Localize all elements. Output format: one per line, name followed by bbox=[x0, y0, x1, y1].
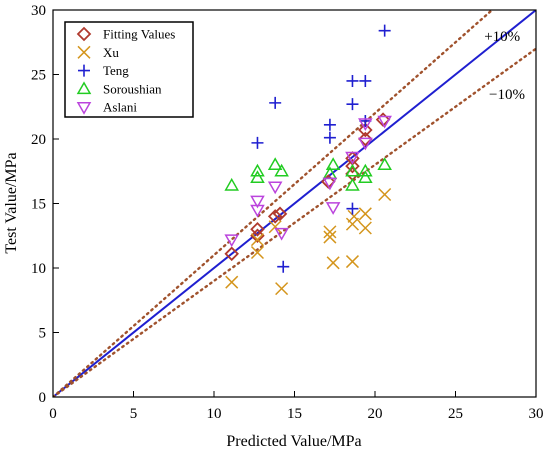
y-tick-label: 15 bbox=[31, 197, 46, 213]
fitting-values-point bbox=[267, 209, 283, 224]
teng-point bbox=[323, 118, 336, 131]
x-tick-label: 0 bbox=[49, 406, 57, 422]
reference-lines bbox=[53, 10, 536, 397]
legend-label-aslani: Aslani bbox=[103, 100, 137, 115]
x-axis-ticks: 0 5 10 15 20 25 30 bbox=[49, 391, 544, 422]
y-tick-label: 25 bbox=[31, 68, 46, 84]
legend-marker-fitting-values bbox=[76, 26, 92, 42]
soroushian-point bbox=[274, 163, 289, 177]
soroushian-point bbox=[345, 177, 360, 191]
aslani-point bbox=[250, 204, 265, 218]
legend-label-fitting-values: Fitting Values bbox=[103, 27, 175, 42]
aslani-point bbox=[345, 151, 360, 165]
y-axis-ticks: 0 5 10 15 20 25 30 bbox=[31, 3, 59, 406]
teng-point bbox=[269, 96, 282, 109]
fitting-values-point bbox=[250, 228, 265, 244]
teng-point bbox=[346, 98, 359, 111]
aslani-point bbox=[322, 177, 338, 191]
soroushian-point bbox=[224, 177, 240, 191]
teng-point bbox=[359, 114, 372, 127]
x-tick-label: 15 bbox=[287, 406, 302, 422]
xu-point bbox=[358, 207, 372, 221]
y-tick-label: 5 bbox=[39, 326, 47, 342]
fitting-values-point bbox=[250, 222, 265, 237]
soroushian-point bbox=[325, 157, 341, 171]
teng-point bbox=[359, 74, 372, 87]
y-tick-label: 0 bbox=[39, 390, 47, 406]
fitting-values-point bbox=[358, 122, 373, 138]
xu-point bbox=[326, 256, 340, 270]
y-axis-label: Test Value/MPa bbox=[3, 152, 20, 253]
deviation-label: −10% bbox=[489, 87, 525, 103]
aslani-point bbox=[224, 234, 240, 248]
teng-point bbox=[251, 136, 264, 149]
soroushian-point bbox=[345, 163, 360, 177]
y-tick-label: 30 bbox=[31, 3, 46, 19]
aslani-point bbox=[358, 137, 373, 151]
fitting-values-point bbox=[345, 158, 360, 174]
xu-point bbox=[275, 282, 289, 296]
teng-point bbox=[378, 24, 391, 37]
xu-point bbox=[323, 230, 337, 244]
aslani-point bbox=[377, 115, 392, 129]
fitting-values-point bbox=[224, 246, 239, 262]
aslani-point bbox=[267, 181, 283, 195]
y-tick-label: 10 bbox=[31, 261, 46, 277]
aslani-point bbox=[358, 118, 373, 132]
soroushian-point bbox=[358, 163, 373, 177]
deviation-line bbox=[53, 10, 494, 397]
deviation-line bbox=[53, 47, 536, 397]
annotations: +10% −10% bbox=[484, 29, 525, 103]
x-tick-label: 25 bbox=[448, 406, 463, 422]
x-tick-label: 10 bbox=[207, 406, 222, 422]
legend: Fitting Values Xu Teng Soroushian Aslani bbox=[64, 21, 194, 118]
x-tick-label: 30 bbox=[529, 406, 544, 422]
soroushian-point bbox=[250, 163, 265, 177]
legend-marker-xu bbox=[77, 45, 91, 59]
x-tick-label: 5 bbox=[130, 406, 138, 422]
fitting-values-point bbox=[358, 131, 373, 147]
legend-marker-teng bbox=[78, 64, 90, 77]
y-tick-label: 20 bbox=[31, 132, 46, 148]
xu-point bbox=[345, 255, 359, 269]
xu-point bbox=[347, 209, 361, 223]
teng-point bbox=[277, 260, 290, 273]
aslani-point bbox=[250, 195, 265, 209]
teng-point bbox=[346, 74, 359, 87]
aslani-point bbox=[274, 227, 289, 241]
soroushian-point bbox=[377, 157, 392, 171]
xu-point bbox=[345, 217, 359, 231]
soroushian-point bbox=[358, 170, 373, 183]
data-points bbox=[224, 24, 392, 296]
xu-point bbox=[250, 245, 265, 260]
aslani-point bbox=[325, 202, 341, 215]
xu-point bbox=[250, 233, 265, 247]
legend-marker-aslani bbox=[76, 101, 92, 115]
legend-marker-soroushian bbox=[76, 81, 92, 95]
xu-point bbox=[378, 187, 392, 202]
xu-point bbox=[268, 220, 282, 234]
xu-point bbox=[358, 221, 372, 235]
legend-label-soroushian: Soroushian bbox=[103, 81, 162, 96]
teng-point bbox=[346, 202, 359, 215]
teng-point bbox=[323, 131, 336, 144]
xu-point bbox=[225, 275, 239, 289]
deviation-label: +10% bbox=[484, 29, 520, 45]
soroushian-point bbox=[267, 157, 283, 171]
fitting-values-point bbox=[272, 206, 288, 222]
xu-point bbox=[323, 225, 337, 239]
x-axis-label: Predicted Value/MPa bbox=[226, 433, 361, 450]
legend-label-teng: Teng bbox=[103, 63, 129, 78]
legend-label-xu: Xu bbox=[103, 45, 119, 60]
equality-line bbox=[53, 10, 536, 397]
x-tick-label: 20 bbox=[368, 406, 383, 422]
soroushian-point bbox=[250, 170, 265, 183]
